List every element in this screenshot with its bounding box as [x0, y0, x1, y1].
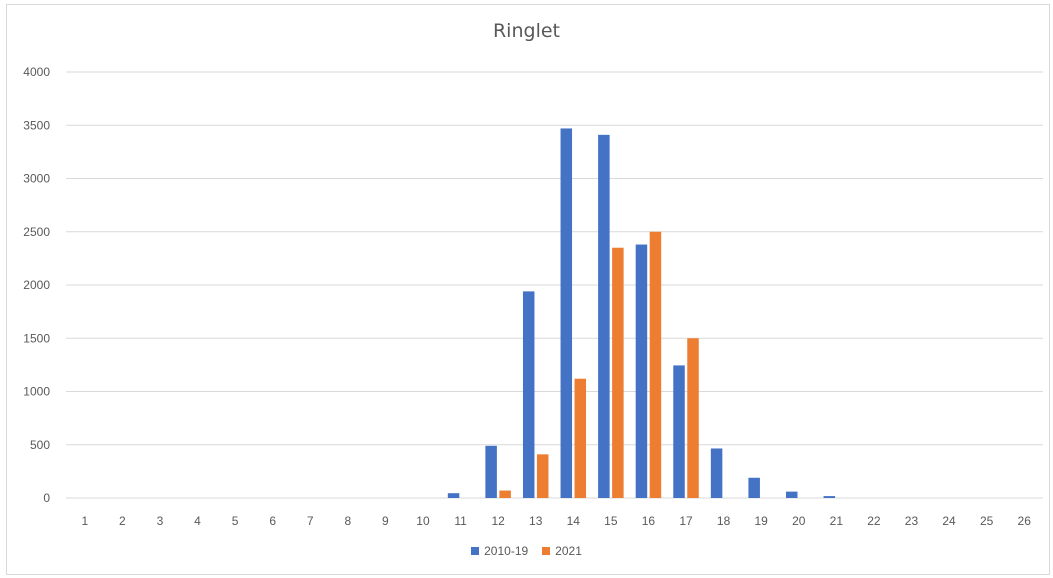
x-tick-label: 11: [454, 514, 467, 528]
bar-series-1-cat-16: [635, 244, 648, 498]
y-tick-label: 4000: [23, 65, 50, 79]
x-tick-label: 9: [382, 514, 389, 528]
legend-swatch-series-1: [471, 547, 480, 555]
x-tick-label: 4: [194, 514, 201, 528]
legend-swatch-series-2: [542, 547, 551, 555]
legend-item-series-2: 2021: [542, 544, 582, 558]
x-tick-label: 26: [1018, 514, 1032, 528]
x-tick-label: 10: [416, 514, 430, 528]
x-tick-label: 3: [157, 514, 164, 528]
x-tick-label: 18: [717, 514, 731, 528]
legend-label-series-1: 2010-19: [484, 544, 529, 558]
x-tick-label: 20: [792, 514, 806, 528]
bar-series-1-cat-21: [823, 496, 836, 498]
y-axis-ticks: 0 500 1000 1500 2000 2500 3000 3500 4000: [23, 65, 50, 505]
bar-series-1-cat-17: [673, 365, 685, 498]
x-tick-label: 8: [344, 514, 351, 528]
gridlines: [66, 71, 1043, 499]
y-tick-label: 1000: [23, 385, 50, 399]
bar-series-2-cat-17: [687, 338, 699, 498]
bar-series-1-cat-15: [598, 134, 610, 498]
x-tick-label: 1: [81, 514, 88, 528]
x-tick-label: 17: [679, 514, 693, 528]
bars: [447, 128, 836, 498]
chart-title: Ringlet: [492, 20, 560, 42]
bar-series-1-cat-13: [522, 291, 535, 498]
x-tick-label: 6: [269, 514, 276, 528]
y-tick-label: 3500: [23, 118, 50, 132]
y-tick-label: 500: [30, 438, 50, 452]
legend-label-series-2: 2021: [555, 544, 582, 558]
y-tick-label: 0: [43, 491, 50, 505]
y-tick-label: 2000: [23, 278, 50, 292]
x-tick-label: 15: [604, 514, 618, 528]
bar-series-1-cat-20: [786, 491, 798, 498]
x-tick-label: 21: [830, 514, 844, 528]
bar-series-2-cat-12: [499, 490, 511, 498]
x-tick-label: 25: [980, 514, 994, 528]
bar-series-2-cat-14: [574, 378, 587, 498]
y-tick-label: 2500: [23, 225, 50, 239]
bar-series-2-cat-15: [612, 247, 624, 498]
bar-series-2-cat-16: [649, 231, 662, 498]
x-tick-label: 5: [232, 514, 239, 528]
bar-series-1-cat-19: [748, 477, 760, 498]
y-tick-label: 3000: [23, 172, 50, 186]
bar-series-1-cat-12: [485, 445, 497, 498]
x-axis-ticks: 1 2 3 4 5 6 7 8 9 10 11 12 13 14 15 16 17 18 19 20 21 22 23 24 2…: [81, 514, 1031, 528]
x-tick-label: 13: [529, 514, 543, 528]
x-tick-label: 16: [642, 514, 656, 528]
y-tick-label: 1500: [23, 331, 50, 345]
legend-item-series-1: 2010-19: [471, 544, 528, 558]
x-tick-label: 14: [567, 514, 581, 528]
x-tick-label: 22: [867, 514, 881, 528]
bar-series-1-cat-11: [447, 493, 460, 498]
legend: 2010-19 2021: [0, 544, 1053, 558]
x-tick-label: 24: [942, 514, 956, 528]
bar-series-2-cat-13: [536, 454, 549, 498]
x-tick-label: 2: [119, 514, 126, 528]
x-tick-label: 7: [307, 514, 314, 528]
bar-series-1-cat-18: [710, 448, 723, 498]
x-tick-label: 19: [754, 514, 768, 528]
bar-series-1-cat-14: [560, 128, 573, 498]
x-tick-label: 23: [905, 514, 919, 528]
x-tick-label: 12: [491, 514, 505, 528]
